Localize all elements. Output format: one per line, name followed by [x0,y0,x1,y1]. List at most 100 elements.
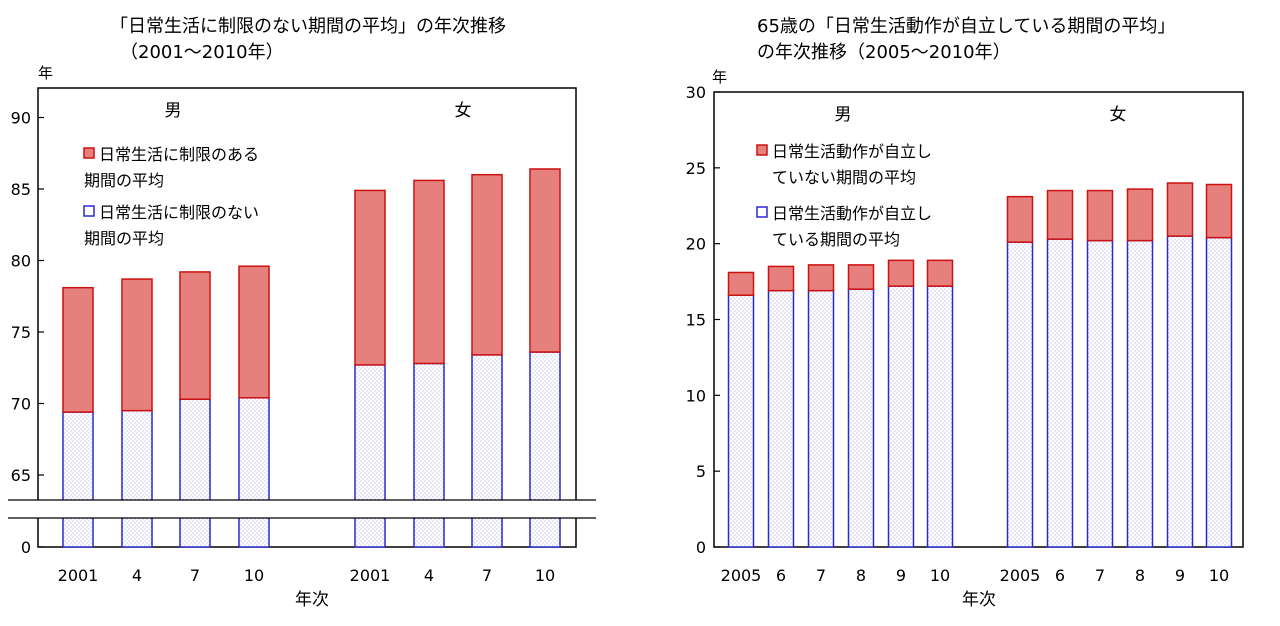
bar-segment-not-independent [767,265,795,292]
y-tick-label: 10 [686,386,706,405]
y-tick-label: 70 [11,395,31,414]
y-tick-label: 0 [21,538,31,557]
x-tick-label: 2001 [350,566,391,585]
x-tick-label: 6 [1055,566,1065,585]
group-label-female: 女 [1110,105,1127,125]
bar-segment-no-limit [413,362,445,548]
bar-segment-not-independent [1126,188,1154,242]
legend-label: 期間の平均 [84,171,164,190]
bar-segment-with-limit [413,179,445,365]
bar-segment-not-independent [1046,189,1074,240]
legend-label: 期間の平均 [84,229,164,248]
legend-label: ている期間の平均 [772,230,900,249]
y-tick-label: 25 [686,159,706,178]
x-tick-label: 2001 [58,566,99,585]
bar-segment-not-independent [1006,195,1034,243]
legend-label: ていない期間の平均 [772,168,916,187]
bar-segment-not-independent [1086,189,1114,242]
bar-segment-with-limit [529,168,561,353]
x-tick-label: 10 [244,566,264,585]
y-tick-label: 85 [11,180,31,199]
bar-segment-independent [727,294,755,548]
legend-label: 日常生活に制限のない [99,203,259,222]
plot-frame [37,87,577,548]
x-tick-label: 9 [1175,566,1185,585]
group-label-male: 男 [165,101,182,121]
y-tick-label: 30 [686,83,706,102]
group-label-male: 男 [835,105,852,125]
chart-title-line: の年次推移（2005～2010年） [757,42,1011,63]
chart-right: 65歳の「日常生活動作が自立している期間の平均」の年次推移（2005～2010年… [686,16,1244,610]
x-tick-label: 8 [856,566,866,585]
y-tick-label: 90 [11,109,31,128]
bar-segment-with-limit [471,173,503,356]
y-tick-label: 65 [11,466,31,485]
legend-swatch [83,205,95,217]
x-tick-label: 2005 [1000,566,1041,585]
bar-segment-not-independent [1166,182,1194,237]
y-axis-label: 年 [38,64,53,82]
bar-segment-no-limit [121,409,153,548]
y-tick-label: 75 [11,323,31,342]
legend-swatch [756,206,768,218]
bar-segment-not-independent [847,264,875,290]
legend-label: 日常生活動作が自立し [772,142,932,161]
y-tick-label: 5 [696,462,706,481]
x-axis-label: 年次 [295,590,329,610]
axis-break-band [8,500,596,518]
y-tick-label: 0 [696,538,706,557]
bar-segment-independent [1205,236,1233,548]
x-tick-label: 2005 [721,566,762,585]
x-axis-label: 年次 [962,590,996,610]
x-tick-label: 4 [424,566,434,585]
bar-segment-independent [1046,238,1074,548]
bar-segment-not-independent [807,264,835,292]
bar-segment-with-limit [179,271,211,400]
x-tick-label: 10 [1209,566,1229,585]
bar-segment-with-limit [121,278,153,412]
bar-segment-independent [1006,241,1034,548]
bar-segment-independent [807,289,835,548]
y-tick-label: 80 [11,252,31,271]
bar-segment-with-limit [354,189,386,366]
bar-segment-independent [887,285,915,548]
chart-title-line: 65歳の「日常生活動作が自立している期間の平均」 [757,16,1175,37]
y-axis-label: 年 [712,68,727,86]
bar-segment-independent [1126,239,1154,548]
y-tick-label: 15 [686,311,706,330]
bar-segment-no-limit [179,398,211,548]
x-tick-label: 10 [535,566,555,585]
bar-segment-no-limit [238,397,270,548]
bar-segment-independent [926,285,954,548]
x-tick-label: 9 [896,566,906,585]
bar-segment-with-limit [238,265,270,399]
bar-segment-no-limit [354,364,386,548]
x-tick-label: 4 [132,566,142,585]
y-tick-label: 20 [686,235,706,254]
x-tick-label: 7 [190,566,200,585]
bar-segment-not-independent [727,271,755,296]
x-tick-label: 10 [930,566,950,585]
legend-swatch [83,147,95,159]
legend-swatch [756,144,768,156]
bar-segment-independent [1166,235,1194,548]
x-tick-label: 7 [1095,566,1105,585]
legend-label: 日常生活に制限のある [99,145,259,164]
x-tick-label: 7 [482,566,492,585]
group-label-female: 女 [455,101,472,121]
chart-title-line: 「日常生活に制限のない期間の平均」の年次推移 [110,16,506,37]
bar-segment-with-limit [62,286,94,413]
legend-label: 日常生活動作が自立し [772,204,932,223]
bar-segment-not-independent [1205,183,1233,239]
bar-segment-not-independent [887,259,915,287]
chart-left: 「日常生活に制限のない期間の平均」の年次推移 （2001～2010年） 年 0 65 70… [8,16,596,610]
bar-segment-no-limit [62,411,94,548]
x-tick-label: 8 [1135,566,1145,585]
bar-segment-not-independent [926,259,954,287]
x-tick-label: 7 [816,566,826,585]
bar-segment-independent [767,289,795,548]
x-tick-label: 6 [776,566,786,585]
chart-title-line: （2001～2010年） [120,42,284,63]
